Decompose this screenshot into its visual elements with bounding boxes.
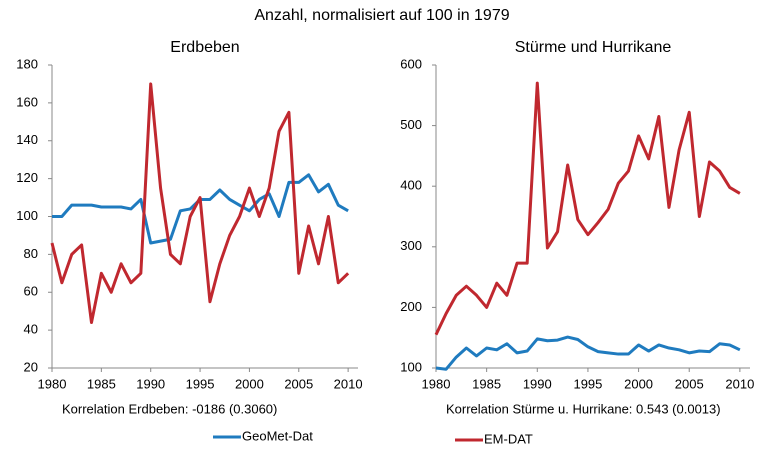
y-tick-label: 180 — [16, 56, 38, 71]
y-tick-label: 100 — [16, 208, 38, 223]
data-line — [435, 335, 741, 371]
y-tick-label: 200 — [400, 299, 422, 314]
y-tick-label: 140 — [16, 132, 38, 147]
x-tick-label: 1990 — [136, 376, 165, 391]
x-tick-label: 1985 — [87, 376, 116, 391]
y-tick-label: 80 — [24, 246, 38, 261]
data-line — [50, 82, 350, 325]
x-tick-label: 2010 — [725, 376, 754, 391]
x-tick-label: 1980 — [38, 376, 67, 391]
y-tick-label: 500 — [400, 117, 422, 132]
x-tick-label: 2010 — [334, 376, 363, 391]
y-tick-label: 300 — [400, 238, 422, 253]
correlation-note: Korrelation Stürme u. Hurrikane: 0.543 (… — [446, 401, 721, 416]
y-tick-label: 120 — [16, 170, 38, 185]
y-tick-label: 40 — [24, 322, 38, 337]
x-tick-label: 2000 — [624, 376, 653, 391]
chart-title: Erdbeben — [170, 39, 239, 56]
x-tick-label: 1995 — [573, 376, 602, 391]
y-tick-label: 600 — [400, 56, 422, 71]
x-tick-label: 1980 — [422, 376, 451, 391]
x-tick-label: 2000 — [235, 376, 264, 391]
y-tick-label: 400 — [400, 178, 422, 193]
x-tick-label: 1995 — [186, 376, 215, 391]
y-tick-label: 60 — [24, 284, 38, 299]
y-tick-label: 20 — [24, 359, 38, 374]
y-tick-label: 100 — [400, 359, 422, 374]
x-tick-label: 1990 — [523, 376, 552, 391]
x-tick-label: 2005 — [675, 376, 704, 391]
legend-label: GeoMet-Dat — [242, 428, 313, 443]
x-tick-label: 2005 — [284, 376, 313, 391]
chart-title: Stürme und Hurrikane — [515, 39, 672, 56]
x-tick-label: 1985 — [472, 376, 501, 391]
data-line — [434, 81, 741, 336]
correlation-note: Korrelation Erdbeben: -0186 (0.3060) — [62, 401, 277, 416]
y-tick-label: 160 — [16, 94, 38, 109]
legend-label: EM-DAT — [484, 431, 533, 446]
page-title: Anzahl, normalisiert auf 100 in 1979 — [254, 7, 509, 24]
